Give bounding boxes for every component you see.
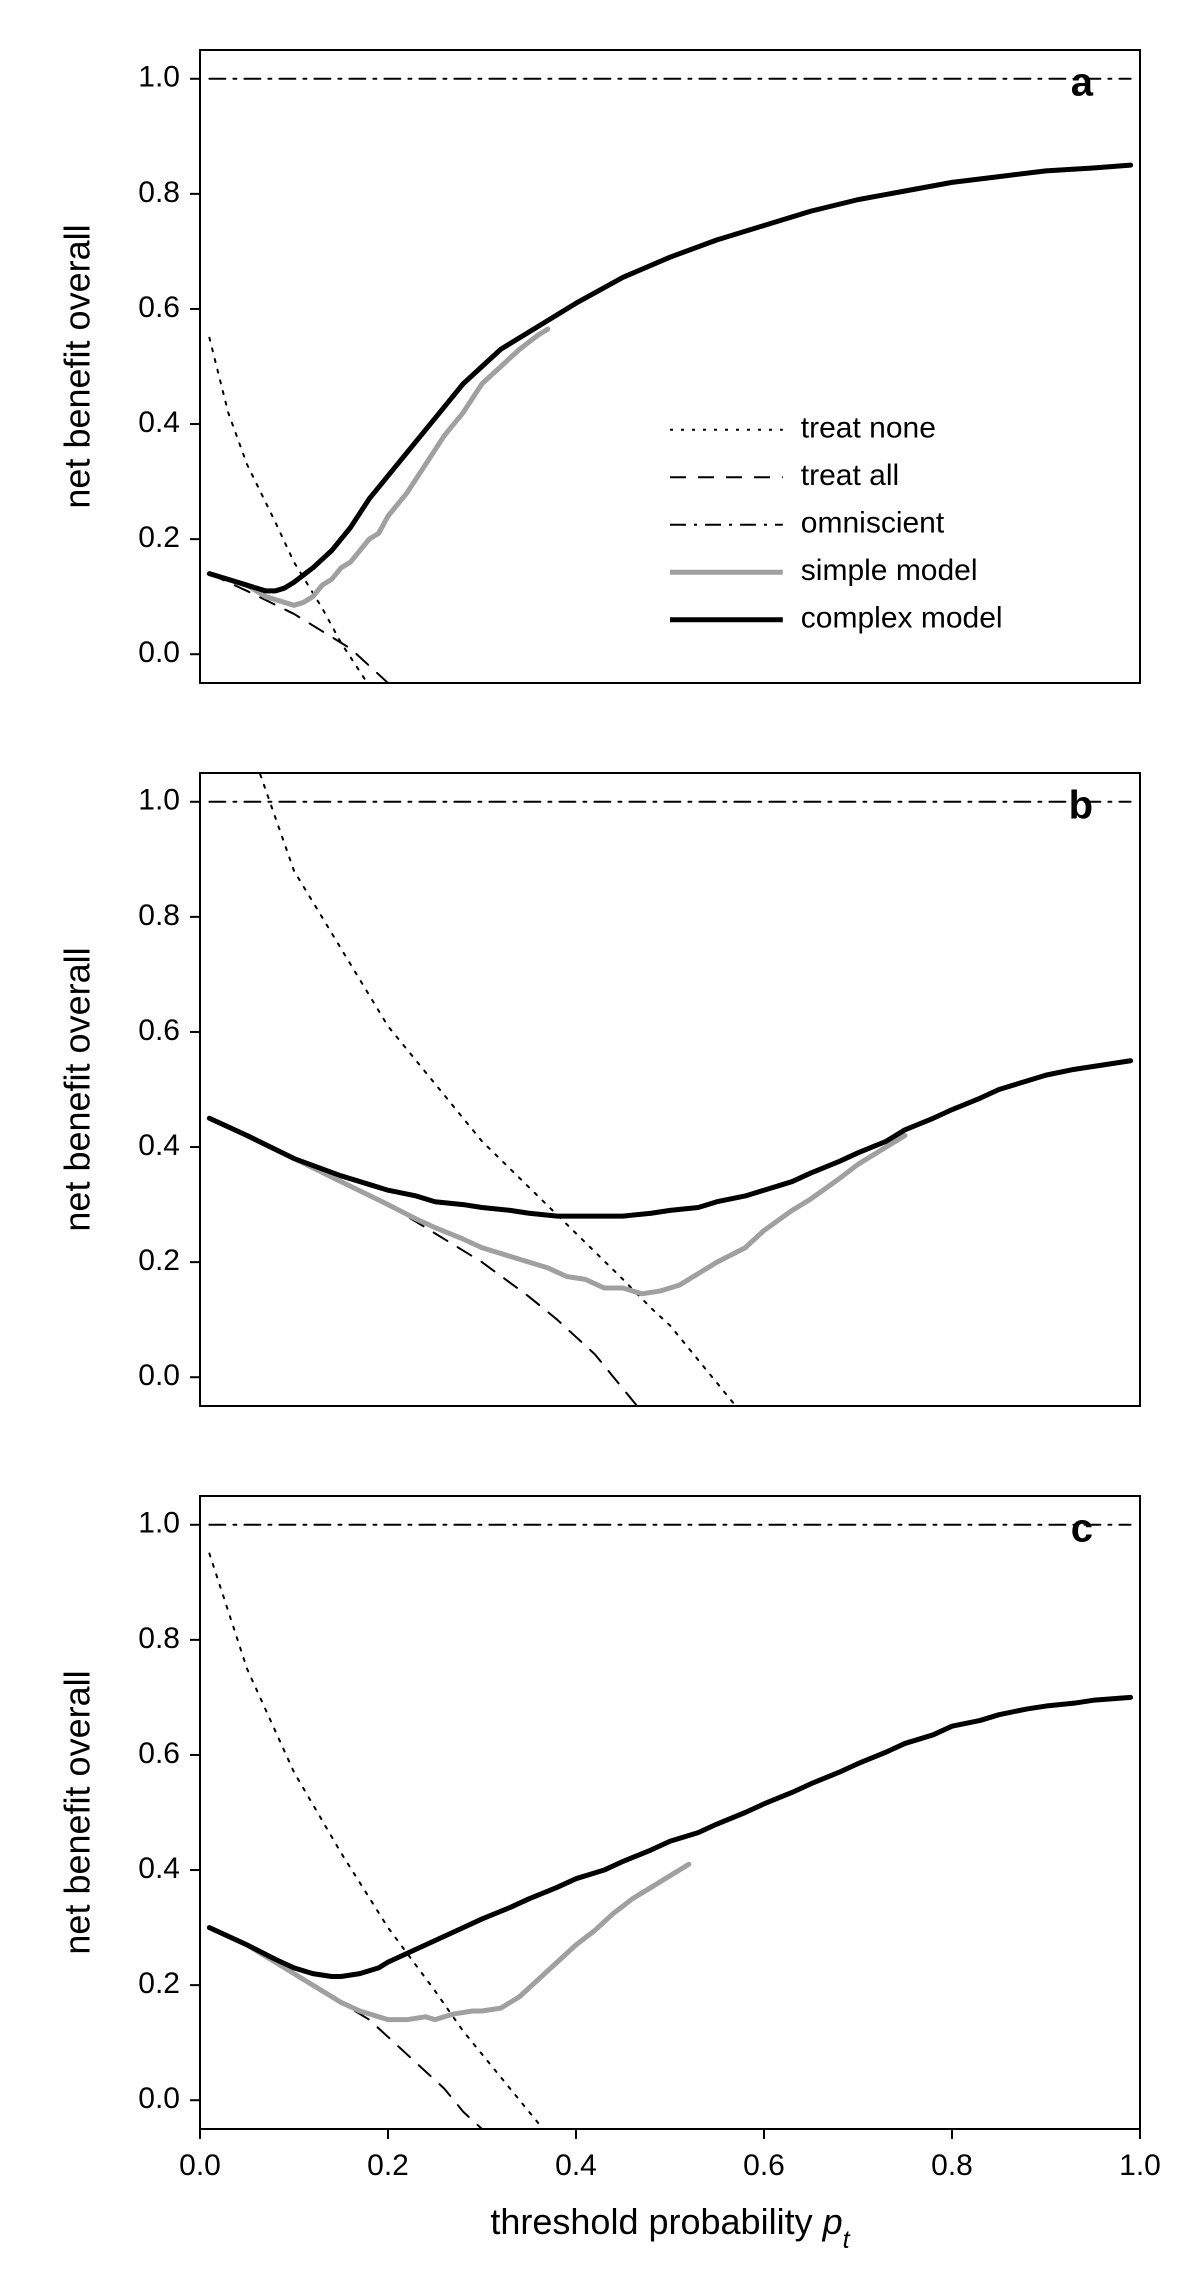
- ytick-label: 0.4: [138, 1129, 180, 1162]
- ytick-label: 0.6: [138, 291, 180, 324]
- figure-svg: 0.0 0.2 0.4 0.6 0.8 1.0 net benefit overall a tr…: [0, 0, 1200, 2289]
- legend-label: treat none: [801, 412, 936, 445]
- legend-label: complex model: [801, 602, 1003, 635]
- ytick-label: 0.8: [138, 1622, 180, 1655]
- ytick-label: 1.0: [138, 1507, 180, 1540]
- ytick-label: 0.8: [138, 899, 180, 932]
- figure-container: 0.0 0.2 0.4 0.6 0.8 1.0 net benefit overall a tr…: [0, 0, 1200, 2289]
- ylabel: net benefit overall: [57, 224, 98, 508]
- ytick-label: 0.8: [138, 176, 180, 209]
- ytick-label: 0.4: [138, 406, 180, 439]
- ytick-label: 0.0: [138, 636, 180, 669]
- ytick-label: 1.0: [138, 784, 180, 817]
- ytick-label: 1.0: [138, 61, 180, 94]
- legend-label: simple model: [801, 554, 978, 587]
- xtick-label: 0.2: [367, 2149, 409, 2182]
- xtick-label: 0.8: [931, 2149, 973, 2182]
- panel-label: b: [1069, 784, 1093, 828]
- xtick-label: 0.6: [743, 2149, 785, 2182]
- xtick-label: 1.0: [1119, 2149, 1161, 2182]
- ylabel: net benefit overall: [57, 947, 98, 1231]
- ytick-label: 0.2: [138, 1244, 180, 1277]
- ytick-label: 0.0: [138, 1359, 180, 1392]
- xtick-label: 0.0: [179, 2149, 221, 2182]
- ytick-label: 0.6: [138, 1014, 180, 1047]
- ytick-label: 0.6: [138, 1737, 180, 1770]
- ytick-label: 0.0: [138, 2082, 180, 2115]
- ytick-label: 0.4: [138, 1852, 180, 1885]
- xtick-label: 0.4: [555, 2149, 597, 2182]
- panel-label: a: [1071, 61, 1094, 105]
- panel-label: c: [1071, 1507, 1093, 1551]
- legend-label: omniscient: [801, 507, 945, 540]
- ytick-label: 0.2: [138, 1967, 180, 2000]
- ytick-label: 0.2: [138, 521, 180, 554]
- legend-label: treat all: [801, 459, 899, 492]
- ylabel: net benefit overall: [57, 1670, 98, 1954]
